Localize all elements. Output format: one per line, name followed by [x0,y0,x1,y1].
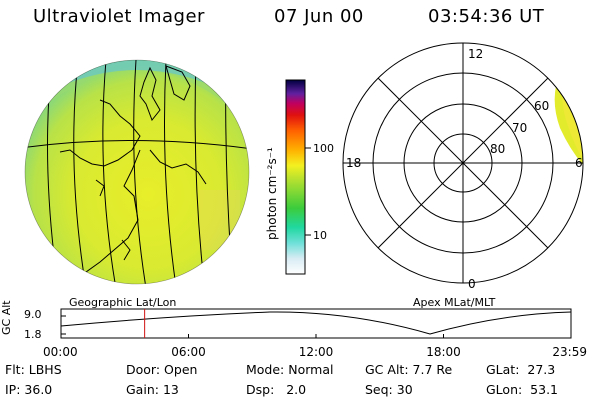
mlt-6-label: 6 [575,156,583,170]
dsp-field: Dsp: 2.0 [246,382,307,397]
colorbar-unit-label: photon cm⁻²s⁻¹ [265,147,279,240]
apex-label: Apex MLat/MLT [413,296,496,309]
door-field: Door: Open [126,362,198,377]
mlt-12-label: 12 [468,47,483,61]
geographic-label: Geographic Lat/Lon [69,296,176,309]
mode-value: Normal [288,362,334,377]
timeline-tick-label: 12:00 [299,345,334,359]
glat-value: 27.3 [527,362,556,377]
earth-image [24,59,250,285]
auroral-oval [554,86,583,166]
altitude-timeline: GC Alt 9.0 1.8 00:00 06:00 12:00 18:00 23:59 [0,300,587,359]
timeline-tick-label: 00:00 [43,345,78,359]
seq-value: 30 [396,382,413,397]
colorbar-tick-100: 100 [313,142,334,155]
date-label: 07 Jun 00 [274,6,364,27]
mlt-0-label: 0 [468,277,476,291]
polar-plot: 12 18 6 0 60 70 80 [342,42,584,291]
lat-70-label: 70 [512,121,527,135]
gcalt-value: 7.7 Re [412,362,453,377]
altitude-curve [60,311,572,335]
mode-field: Mode: Normal [246,362,334,377]
mlt-18-label: 18 [346,156,361,170]
ip-value: 36.0 [24,382,53,397]
app-title: Ultraviolet Imager [33,6,205,27]
gain-value: 13 [162,382,179,397]
glat-field: GLat: 27.3 [486,362,556,377]
gcalt-field: GC Alt: 7.7 Re [365,362,453,377]
glon-value: 53.1 [530,382,559,397]
flt-value: LBHS [28,362,62,377]
timeline-tick-label: 18:00 [426,345,461,359]
colorbar: 100 10 photon cm⁻²s⁻¹ [265,79,334,275]
flt-field: Flt: LBHS [5,362,62,377]
door-value: Open [164,362,198,377]
timeline-tick-label: 06:00 [171,345,206,359]
timeline-y-bottom: 1.8 [24,328,42,341]
colorbar-scale [285,79,306,275]
seq-field: Seq: 30 [365,382,413,397]
dsp-value: 2.0 [286,382,307,397]
time-label: 03:54:36 UT [428,6,545,27]
lat-60-label: 60 [534,99,549,113]
gain-field: Gain: 13 [126,382,179,397]
colorbar-tick-10: 10 [313,229,327,242]
timeline-tick-label: 23:59 [552,345,587,359]
ip-field: IP: 36.0 [5,382,53,397]
timeline-y-title: GC Alt [0,300,13,335]
timeline-y-top: 9.0 [24,308,42,321]
lat-80-label: 80 [490,142,505,156]
glon-field: GLon: 53.1 [486,382,559,397]
